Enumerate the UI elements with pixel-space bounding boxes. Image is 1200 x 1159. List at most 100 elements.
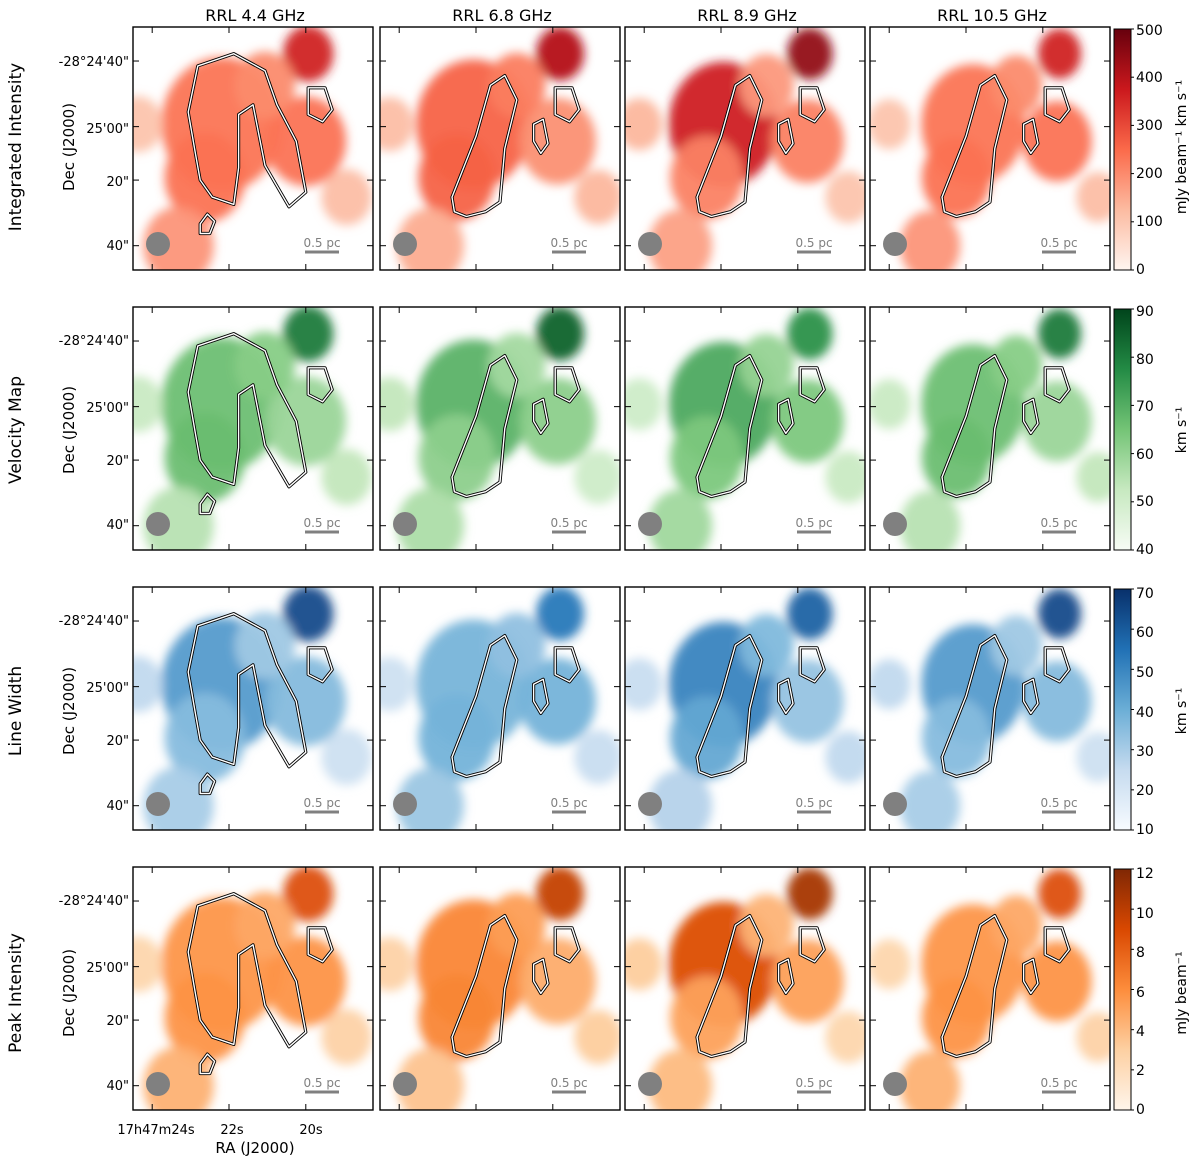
- emission-blob: [739, 54, 794, 117]
- colorbar-tick-label: 8: [1136, 945, 1145, 961]
- emission-blob: [870, 379, 911, 430]
- y-axis-label-row-2: Dec (J2000): [60, 386, 78, 474]
- colorbar-tick-label: 100: [1136, 214, 1163, 230]
- contour: [1044, 87, 1070, 123]
- emission-blob: [899, 490, 961, 550]
- colorbar-1: [1113, 28, 1132, 271]
- contour: [554, 367, 580, 403]
- scale-bar-label: 0.5 pc: [550, 796, 587, 810]
- scale-bar-label: 0.5 pc: [303, 796, 340, 810]
- emission-blob: [519, 98, 596, 185]
- panel-r3-c3: 0.5 pc: [624, 586, 866, 831]
- panel-r1-c2: 0.5 pc: [379, 26, 621, 271]
- contour: [199, 1053, 216, 1075]
- scale-bar-label: 0.5 pc: [795, 516, 832, 530]
- colorbar-tick-label: 200: [1136, 166, 1163, 182]
- colorbar-tick-label: 20: [1136, 783, 1154, 799]
- emission-blob: [1038, 868, 1082, 919]
- emission-blob: [1022, 661, 1092, 742]
- y-tick-label: 25'00": [86, 401, 129, 416]
- beam-marker: [146, 512, 170, 536]
- colorbar-4: [1113, 868, 1132, 1111]
- emission-blob: [321, 729, 372, 786]
- contour: [696, 354, 763, 498]
- emission-blob: [519, 658, 596, 745]
- emission-blob: [321, 449, 372, 506]
- scale-bar-label: 0.5 pc: [795, 1076, 832, 1090]
- emission-blob: [670, 416, 744, 500]
- contour: [187, 333, 307, 488]
- emission-blob: [990, 895, 1043, 956]
- beam-marker: [883, 792, 907, 816]
- row-label-line-width: Line Width: [6, 666, 26, 756]
- colorbar-tick-label: 6: [1136, 985, 1145, 1001]
- emission-blob: [648, 489, 713, 550]
- colorbar-tick-label: 12: [1136, 866, 1154, 882]
- colorbar-tick-label: 10: [1136, 906, 1154, 922]
- colorbar-tick-label: 40: [1136, 705, 1154, 721]
- emission-blob: [234, 331, 296, 399]
- beam-marker: [146, 792, 170, 816]
- colorbar-tick-label: 0: [1136, 262, 1145, 278]
- colorbar-tick-label: 70: [1136, 399, 1154, 415]
- emission-blob: [787, 307, 833, 360]
- row-label-peak-intensity: Peak Intensity: [6, 933, 26, 1053]
- contour: [799, 647, 825, 683]
- emission-blob: [133, 656, 163, 713]
- scale-bar-label: 0.5 pc: [550, 1076, 587, 1090]
- emission-blob: [825, 731, 865, 784]
- contour: [451, 914, 518, 1058]
- emission-blob: [283, 867, 334, 922]
- panel-r2-c1: 0.5 pc: [132, 306, 374, 551]
- emission-blob: [321, 1009, 372, 1066]
- contour: [554, 87, 580, 123]
- y-tick-label: 40": [106, 239, 129, 254]
- colorbar-tick-label: 0: [1136, 1102, 1145, 1118]
- contour: [451, 74, 518, 218]
- beam-marker: [146, 1072, 170, 1096]
- contour: [307, 927, 333, 963]
- emission-blob: [870, 939, 911, 990]
- contour: [799, 367, 825, 403]
- panel-r1-c3: 0.5 pc: [624, 26, 866, 271]
- scale-bar-label: 0.5 pc: [550, 516, 587, 530]
- emission-blob: [670, 976, 744, 1060]
- y-tick-label: 25'00": [86, 961, 129, 976]
- emission-blob: [234, 51, 296, 119]
- y-tick-label: 20": [106, 1014, 129, 1029]
- emission-blob: [825, 451, 865, 504]
- emission-blob: [787, 587, 833, 640]
- contour: [1022, 398, 1039, 435]
- contour: [199, 493, 216, 515]
- emission-blob: [380, 97, 414, 152]
- emission-blob: [283, 307, 334, 362]
- emission-blob: [739, 334, 794, 397]
- emission-blob: [234, 611, 296, 679]
- emission-blob: [770, 379, 844, 463]
- emission-blob: [870, 99, 911, 150]
- emission-blob: [488, 612, 546, 678]
- emission-blob: [899, 210, 961, 270]
- scale-bar-label: 0.5 pc: [795, 236, 832, 250]
- emission-blob: [1022, 941, 1092, 1022]
- contour: [532, 958, 549, 995]
- scale-bar-label: 0.5 pc: [303, 516, 340, 530]
- contour: [307, 647, 333, 683]
- beam-marker: [393, 792, 417, 816]
- emission-blob: [990, 335, 1043, 396]
- emission-blob: [1022, 101, 1092, 182]
- emission-blob: [921, 137, 991, 218]
- contour: [199, 213, 216, 235]
- scale-bar-label: 0.5 pc: [550, 236, 587, 250]
- colorbar-tick-label: 400: [1136, 70, 1163, 86]
- contour: [187, 53, 307, 208]
- contour: [451, 634, 518, 778]
- beam-marker: [393, 1072, 417, 1096]
- scale-bar-label: 0.5 pc: [1040, 796, 1077, 810]
- contour: [799, 87, 825, 123]
- emission-blob: [825, 1011, 865, 1064]
- emission-blob: [536, 587, 584, 641]
- y-tick-label: 20": [106, 175, 129, 190]
- emission-blob: [648, 1049, 713, 1110]
- contour: [799, 927, 825, 963]
